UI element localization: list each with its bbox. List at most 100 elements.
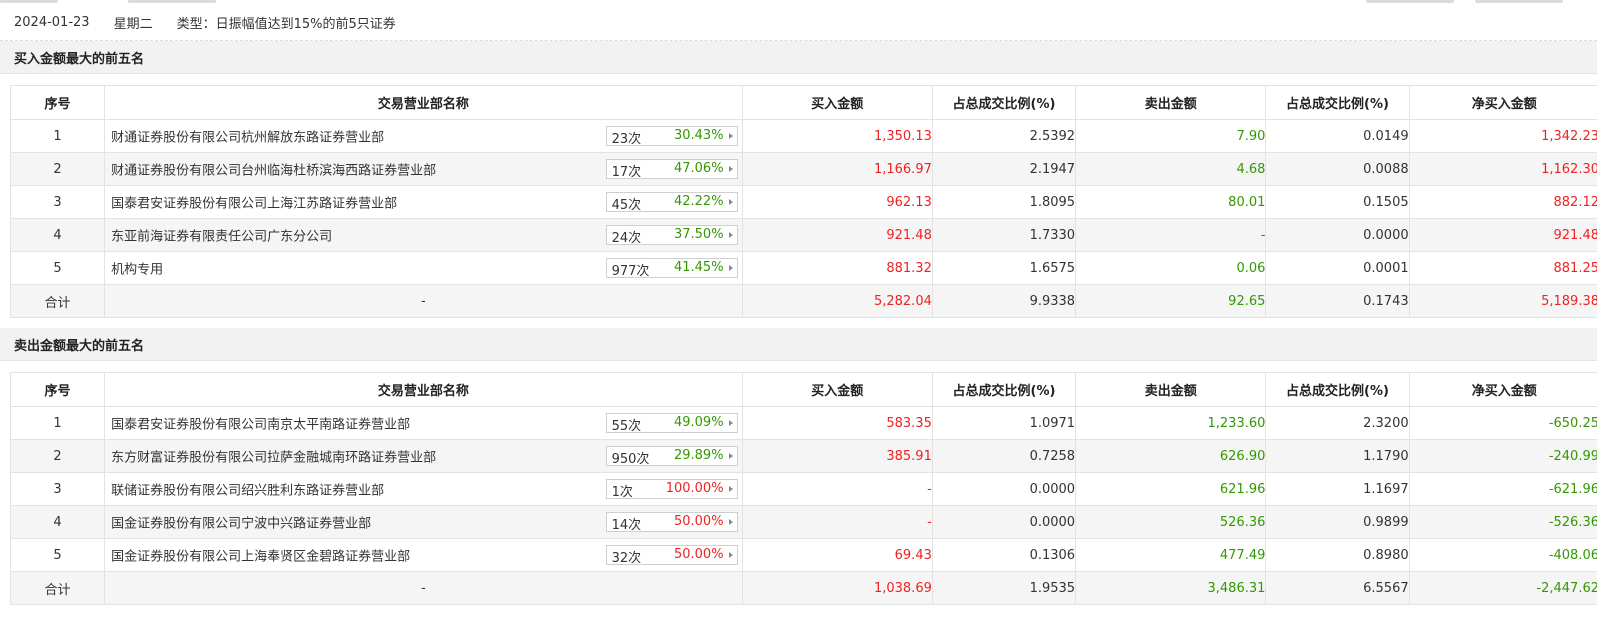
branch-name[interactable]: 国泰君安证券股份有限公司南京太平南路证券营业部	[111, 417, 411, 433]
caret-right-icon	[728, 265, 733, 271]
sell-ratio: 1.1790	[1265, 439, 1410, 473]
branch-stat-button[interactable]: 32次 50.00%	[605, 545, 738, 566]
caret-right-icon	[728, 486, 733, 492]
branch-stat-button[interactable]: 950次 29.89%	[605, 446, 738, 467]
rise-probability: 49.09%	[673, 415, 724, 430]
listing-count: 24次	[611, 231, 642, 246]
branch-name[interactable]: 国金证券股份有限公司宁波中兴路证券营业部	[111, 516, 372, 532]
branch-stat-button[interactable]: 977次 41.45%	[605, 258, 738, 279]
sell-section-title: 卖出金额最大的前五名	[14, 338, 145, 354]
branch-cell: 东亚前海证券有限责任公司广东分公司 24次 37.50%	[104, 218, 743, 252]
table-row: 1 国泰君安证券股份有限公司南京太平南路证券营业部 55次 49.09% 583.35 1…	[9, 406, 1597, 440]
sell-ratio: 1.1697	[1265, 472, 1410, 506]
rise-probability: 50.00%	[673, 547, 724, 562]
table-row: 2 东方财富证券股份有限公司拉萨金融城南环路证券营业部 950次 29.89% 385.…	[9, 439, 1597, 473]
rise-probability: 30.43%	[673, 128, 724, 143]
listing-count: 1次	[611, 485, 633, 500]
total-sell-ratio: 0.1743	[1265, 284, 1410, 318]
buy-amount: 962.13	[741, 185, 933, 219]
total-net-amount: -2,447.62	[1408, 571, 1597, 605]
listing-count: 950次	[611, 452, 650, 467]
listing-count: 23次	[611, 132, 642, 147]
buy-amount: 385.91	[741, 439, 933, 473]
net-amount: 881.25	[1408, 251, 1597, 285]
caret-right-icon	[728, 519, 733, 525]
total-buy-ratio: 9.9338	[931, 284, 1077, 318]
top-tab[interactable]	[0, 0, 58, 3]
listing-count: 977次	[611, 264, 650, 279]
col-header-sell-ratio: 占总成交比例(%)	[1265, 372, 1410, 407]
top-tab-strip	[0, 0, 1597, 4]
total-branch-cell: -	[104, 284, 743, 318]
net-amount: 921.48	[1408, 218, 1597, 252]
sell-amount: -	[1075, 218, 1267, 252]
buy-ratio: 1.6575	[931, 251, 1077, 285]
buy-ratio: 0.7258	[931, 439, 1077, 473]
rise-probability: 100.00%	[665, 481, 724, 496]
buy-ratio: 2.5392	[931, 119, 1077, 153]
table-header-row: 序号 交易营业部名称 买入金额 占总成交比例(%) 卖出金额 占总成交比例(%)…	[9, 372, 1597, 407]
caret-right-icon	[728, 133, 733, 139]
table-row: 3 联储证券股份有限公司绍兴胜利东路证券营业部 1次 100.00% -0.0000 62…	[9, 472, 1597, 506]
net-amount: 1,342.23	[1408, 119, 1597, 153]
col-header-sell-ratio: 占总成交比例(%)	[1265, 85, 1410, 120]
branch-cell: 国金证券股份有限公司宁波中兴路证券营业部 14次 50.00%	[104, 505, 743, 539]
rise-probability: 42.22%	[673, 194, 724, 209]
col-header-net-amount: 净买入金额	[1408, 372, 1597, 407]
branch-stat-button[interactable]: 1次 100.00%	[605, 479, 738, 500]
sell-ratio: 0.0000	[1265, 218, 1410, 252]
branch-name[interactable]: 国泰君安证券股份有限公司上海江苏路证券营业部	[111, 196, 398, 212]
row-index: 4	[9, 218, 106, 252]
branch-stat-button[interactable]: 17次 47.06%	[605, 159, 738, 180]
branch-stat-button[interactable]: 24次 37.50%	[605, 225, 738, 246]
branch-stat-button[interactable]: 45次 42.22%	[605, 192, 738, 213]
total-row: 合计 - 1,038.69 1.9535 3,486.31 6.5567 -2,447.62	[9, 571, 1597, 605]
listing-count: 17次	[611, 165, 642, 180]
sell-ratio: 0.1505	[1265, 185, 1410, 219]
branch-cell: 国泰君安证券股份有限公司南京太平南路证券营业部 55次 49.09%	[104, 406, 743, 440]
col-header-sell-amount: 卖出金额	[1075, 85, 1267, 120]
branch-cell: 国泰君安证券股份有限公司上海江苏路证券营业部 45次 42.22%	[104, 185, 743, 219]
top-tab[interactable]	[1475, 0, 1563, 3]
branch-stat-button[interactable]: 14次 50.00%	[605, 512, 738, 533]
total-buy-ratio: 1.9535	[931, 571, 1077, 605]
branch-name[interactable]: 国金证券股份有限公司上海奉贤区金碧路证券营业部	[111, 549, 411, 565]
row-index: 3	[9, 472, 106, 506]
sell-amount: 0.06	[1075, 251, 1267, 285]
branch-name[interactable]: 联储证券股份有限公司绍兴胜利东路证券营业部	[111, 483, 385, 499]
total-buy-amount: 5,282.04	[741, 284, 933, 318]
buy-ratio: 0.1306	[931, 538, 1077, 572]
buy-ratio: 1.0971	[931, 406, 1077, 440]
branch-cell: 东方财富证券股份有限公司拉萨金融城南环路证券营业部 950次 29.89%	[104, 439, 743, 473]
col-header-branch: 交易营业部名称	[104, 372, 743, 407]
branch-name[interactable]: 东亚前海证券有限责任公司广东分公司	[111, 229, 333, 245]
branch-name[interactable]: 机构专用	[111, 262, 164, 278]
sell-amount: 4.68	[1075, 152, 1267, 186]
branch-cell: 机构专用 977次 41.45%	[104, 251, 743, 285]
row-index: 1	[9, 406, 106, 440]
rise-probability: 29.89%	[673, 448, 724, 463]
sell-amount: 626.90	[1075, 439, 1267, 473]
buy-amount: 921.48	[741, 218, 933, 252]
top-tab[interactable]	[128, 0, 216, 3]
col-header-net-amount: 净买入金额	[1408, 85, 1597, 120]
branch-name[interactable]: 财通证券股份有限公司杭州解放东路证券营业部	[111, 130, 385, 146]
row-index: 3	[9, 185, 106, 219]
row-index: 5	[9, 538, 106, 572]
buy-amount: 69.43	[741, 538, 933, 572]
branch-stat-button[interactable]: 55次 49.09%	[605, 413, 738, 434]
branch-name[interactable]: 财通证券股份有限公司台州临海杜桥滨海西路证券营业部	[111, 163, 437, 179]
rise-probability: 47.06%	[673, 161, 724, 176]
table-row: 2 财通证券股份有限公司台州临海杜桥滨海西路证券营业部 17次 47.06% 1,166…	[9, 152, 1597, 186]
total-sell-amount: 92.65	[1075, 284, 1267, 318]
branch-name[interactable]: 东方财富证券股份有限公司拉萨金融城南环路证券营业部	[111, 450, 437, 466]
table-header-row: 序号 交易营业部名称 买入金额 占总成交比例(%) 卖出金额 占总成交比例(%)…	[9, 85, 1597, 120]
total-row: 合计 - 5,282.04 9.9338 92.65 0.1743 5,189.38	[9, 284, 1597, 318]
branch-stat-button[interactable]: 23次 30.43%	[605, 126, 738, 147]
sell-ratio: 0.0088	[1265, 152, 1410, 186]
sell-ratio: 2.3200	[1265, 406, 1410, 440]
buy-section-header: 买入金额最大的前五名	[0, 41, 1597, 74]
top-tab[interactable]	[1366, 0, 1454, 3]
buy-amount: 881.32	[741, 251, 933, 285]
